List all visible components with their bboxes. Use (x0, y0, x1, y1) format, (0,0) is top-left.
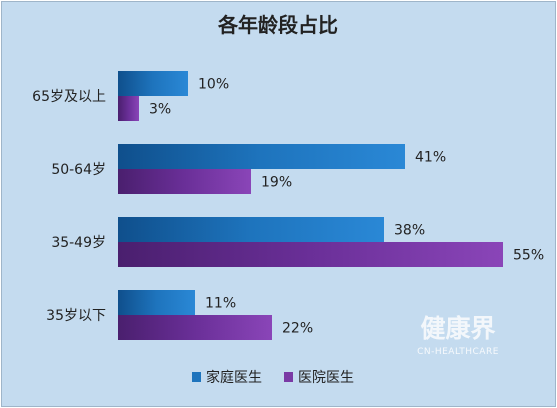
data-label: 55% (513, 248, 544, 264)
bar-hospital-doctor (118, 242, 503, 267)
data-label: 41% (415, 150, 446, 166)
category-label: 65岁及以上 (32, 89, 106, 105)
bar-family-doctor (118, 71, 188, 96)
category-labels: 65岁及以上 50-64岁 35-49岁 35岁以下 (32, 89, 106, 324)
category-label: 35岁以下 (46, 308, 106, 324)
watermark-main: 健康界 (420, 314, 495, 343)
legend-label: 医院医生 (298, 370, 354, 386)
bar-family-doctor (118, 144, 405, 169)
bar-hospital-doctor (118, 315, 272, 340)
data-label: 22% (282, 321, 313, 337)
category-label: 50-64岁 (51, 162, 106, 178)
bars (118, 71, 503, 340)
value-labels: 10% 3% 41% 19% 38% 55% 11% 22% (149, 77, 544, 337)
data-label: 11% (205, 296, 236, 312)
watermark-logo: 健康界 CN-HEALTHCARE (417, 314, 499, 357)
data-label: 10% (198, 77, 229, 93)
legend-swatch (284, 372, 293, 382)
data-label: 3% (149, 102, 171, 118)
watermark-sub: CN-HEALTHCARE (417, 347, 499, 357)
bar-hospital-doctor (118, 169, 251, 194)
bar-hospital-doctor (118, 96, 139, 121)
legend-swatch (192, 372, 201, 382)
bar-family-doctor (118, 217, 384, 242)
category-label: 35-49岁 (51, 235, 106, 251)
legend: 家庭医生 医院医生 (192, 369, 354, 386)
legend-label: 家庭医生 (206, 369, 262, 386)
chart-title: 各年龄段占比 (217, 13, 338, 37)
data-label: 38% (394, 223, 425, 239)
data-label: 19% (261, 175, 292, 191)
bar-family-doctor (118, 290, 195, 315)
